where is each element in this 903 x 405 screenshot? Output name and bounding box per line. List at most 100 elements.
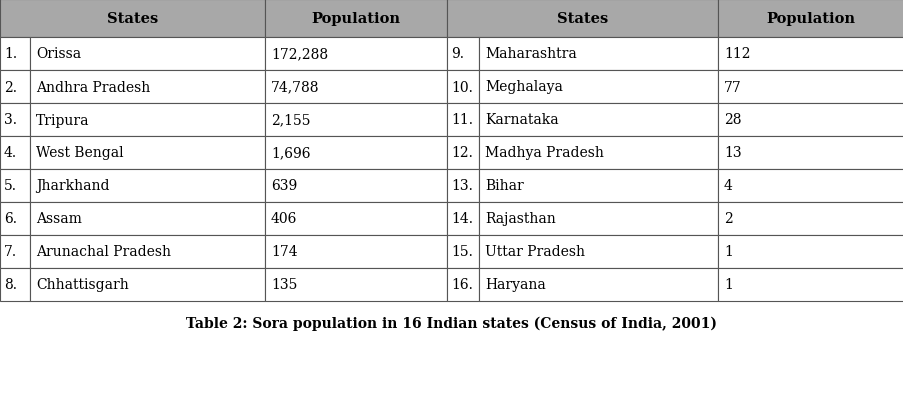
Text: Assam: Assam	[36, 212, 82, 226]
Text: 28: 28	[723, 113, 740, 127]
Bar	[446, 104, 479, 136]
Text: 6.: 6.	[4, 212, 17, 226]
Bar	[30, 170, 265, 202]
Bar	[265, 71, 446, 104]
Text: Arunachal Pradesh: Arunachal Pradesh	[36, 245, 171, 259]
Bar	[0, 202, 30, 235]
Bar	[265, 104, 446, 136]
Bar	[479, 202, 717, 235]
Text: 2.: 2.	[4, 80, 17, 94]
Text: Chhattisgarh: Chhattisgarh	[36, 278, 128, 292]
Text: 112: 112	[723, 47, 749, 61]
Bar	[0, 269, 30, 301]
Bar	[0, 136, 30, 170]
Bar	[265, 136, 446, 170]
Bar	[717, 136, 903, 170]
Text: 639: 639	[271, 179, 297, 193]
Bar	[265, 269, 446, 301]
Text: 13: 13	[723, 146, 740, 160]
Text: 5.: 5.	[4, 179, 17, 193]
Text: Table 2: Sora population in 16 Indian states (Census of India, 2001): Table 2: Sora population in 16 Indian st…	[186, 316, 717, 330]
Bar	[265, 202, 446, 235]
Bar	[479, 71, 717, 104]
Bar	[446, 136, 479, 170]
Bar	[717, 104, 903, 136]
Text: Haryana: Haryana	[485, 278, 545, 292]
Text: 12.: 12.	[451, 146, 472, 160]
Bar	[479, 104, 717, 136]
Bar	[0, 38, 30, 71]
Bar	[30, 38, 265, 71]
Bar	[0, 71, 30, 104]
Bar	[265, 170, 446, 202]
Text: 1: 1	[723, 278, 732, 292]
Text: 8.: 8.	[4, 278, 17, 292]
Text: Uttar Pradesh: Uttar Pradesh	[485, 245, 584, 259]
Text: 174: 174	[271, 245, 297, 259]
Text: 74,788: 74,788	[271, 80, 319, 94]
Bar	[0, 104, 30, 136]
Text: 11.: 11.	[451, 113, 472, 127]
Bar	[717, 235, 903, 269]
Bar	[265, 0, 446, 38]
Bar	[0, 235, 30, 269]
Bar	[0, 0, 265, 38]
Bar	[30, 202, 265, 235]
Bar	[30, 136, 265, 170]
Text: 406: 406	[271, 212, 297, 226]
Bar	[265, 38, 446, 71]
Text: Orissa: Orissa	[36, 47, 81, 61]
Text: 4: 4	[723, 179, 732, 193]
Text: Madhya Pradesh: Madhya Pradesh	[485, 146, 603, 160]
Text: Population: Population	[766, 12, 854, 26]
Text: 7.: 7.	[4, 245, 17, 259]
Bar	[717, 0, 903, 38]
Text: 10.: 10.	[451, 80, 472, 94]
Bar	[717, 202, 903, 235]
Bar	[30, 269, 265, 301]
Bar	[717, 71, 903, 104]
Text: States: States	[107, 12, 158, 26]
Bar	[0, 170, 30, 202]
Text: Andhra Pradesh: Andhra Pradesh	[36, 80, 150, 94]
Text: 77: 77	[723, 80, 741, 94]
Text: 1: 1	[723, 245, 732, 259]
Text: Rajasthan: Rajasthan	[485, 212, 555, 226]
Text: 15.: 15.	[451, 245, 472, 259]
Bar	[479, 170, 717, 202]
Bar	[479, 269, 717, 301]
Bar	[446, 0, 717, 38]
Text: Tripura: Tripura	[36, 113, 89, 127]
Bar	[446, 71, 479, 104]
Bar	[717, 170, 903, 202]
Bar	[446, 269, 479, 301]
Bar	[30, 71, 265, 104]
Text: West Bengal: West Bengal	[36, 146, 124, 160]
Text: 14.: 14.	[451, 212, 472, 226]
Text: 9.: 9.	[451, 47, 463, 61]
Text: 172,288: 172,288	[271, 47, 328, 61]
Bar	[30, 104, 265, 136]
Text: Meghalaya: Meghalaya	[485, 80, 563, 94]
Bar	[265, 235, 446, 269]
Text: Population: Population	[312, 12, 400, 26]
Bar	[446, 235, 479, 269]
Text: 2,155: 2,155	[271, 113, 310, 127]
Text: Maharashtra: Maharashtra	[485, 47, 576, 61]
Bar	[30, 235, 265, 269]
Bar	[446, 170, 479, 202]
Bar	[479, 136, 717, 170]
Text: Jharkhand: Jharkhand	[36, 179, 109, 193]
Text: 4.: 4.	[4, 146, 17, 160]
Bar	[479, 235, 717, 269]
Text: Karnataka: Karnataka	[485, 113, 558, 127]
Bar	[717, 38, 903, 71]
Text: 1,696: 1,696	[271, 146, 310, 160]
Text: Bihar: Bihar	[485, 179, 523, 193]
Bar	[717, 269, 903, 301]
Bar	[446, 38, 479, 71]
Bar	[479, 38, 717, 71]
Text: 13.: 13.	[451, 179, 472, 193]
Text: 2: 2	[723, 212, 732, 226]
Text: 3.: 3.	[4, 113, 17, 127]
